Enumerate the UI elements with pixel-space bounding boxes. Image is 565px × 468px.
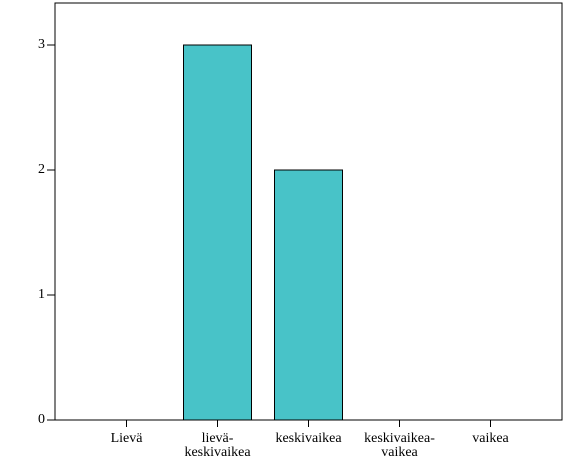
x-tick-label: keskivaikea- vaikea [364, 431, 435, 460]
bar [274, 169, 343, 421]
x-tick-label: keskivaikea [275, 431, 342, 446]
bar [183, 44, 252, 421]
x-tick-label: lievä- keskivaikea [184, 431, 251, 460]
y-tick-label: 1 [38, 287, 45, 302]
y-tick-label: 3 [38, 37, 45, 52]
x-tick-label: Lievä [110, 431, 143, 446]
y-tick-label: 2 [38, 162, 45, 177]
y-tick-label: 0 [38, 412, 45, 427]
x-tick-label: vaikea [472, 431, 509, 446]
